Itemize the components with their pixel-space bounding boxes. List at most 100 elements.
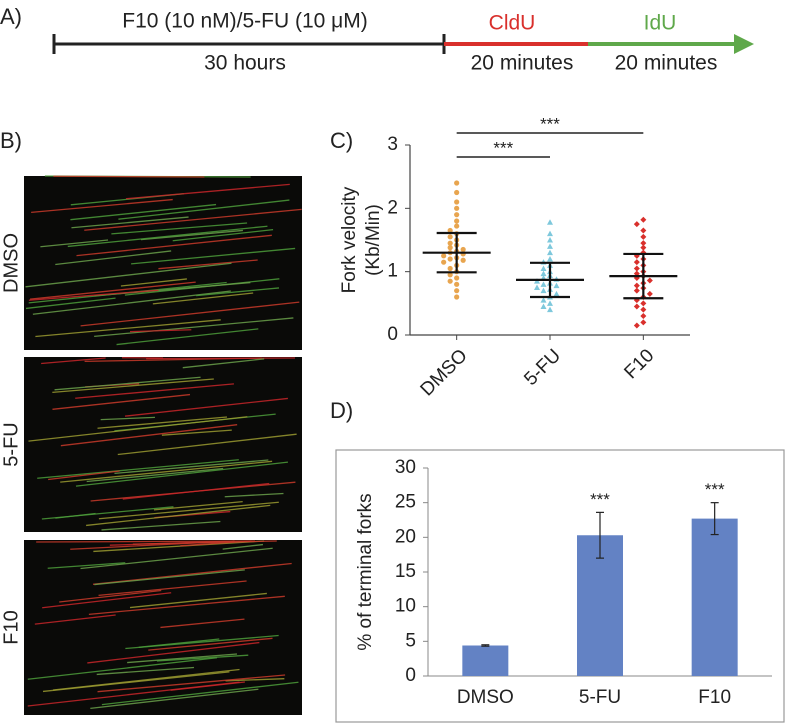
data-point (454, 281, 460, 287)
fiber (196, 287, 280, 297)
x-tick-label: F10 (698, 687, 731, 708)
data-point (447, 240, 453, 246)
chart-frame (335, 449, 785, 723)
data-point (633, 303, 640, 310)
fiber (80, 301, 300, 327)
data-point (454, 288, 460, 294)
fiber (152, 292, 254, 305)
fiber (52, 378, 214, 394)
data-point (640, 240, 647, 247)
y-tick-label: 2 (387, 197, 398, 218)
x-tick-label: 5-FU (520, 345, 565, 390)
fiber (98, 501, 279, 520)
fiber (156, 654, 249, 662)
duration-label: 20 minutes (471, 52, 574, 75)
image-label: 5-FU (0, 422, 22, 466)
data-point (640, 306, 647, 313)
data-point (460, 257, 466, 263)
data-point (633, 259, 640, 266)
idu-label: IdU (644, 12, 677, 35)
x-tick-label: F10 (620, 345, 658, 383)
fiber (55, 250, 172, 266)
data-point (454, 275, 460, 281)
fiber (161, 429, 232, 436)
fiber (48, 470, 120, 481)
fiber (132, 540, 277, 545)
y-tick-label: 0 (405, 665, 416, 686)
fiber (120, 278, 187, 287)
x-tick-label: 5-FU (579, 687, 621, 708)
data-point (633, 322, 640, 329)
fiber (29, 281, 196, 300)
fiber (94, 569, 245, 586)
fiber (47, 562, 126, 569)
data-point (454, 180, 460, 186)
significance-label: *** (540, 114, 560, 133)
y-tick-label: 3 (387, 134, 398, 155)
data-point (534, 284, 540, 290)
data-point (547, 237, 553, 243)
fiber (27, 681, 240, 707)
data-point (441, 259, 447, 265)
fiber (140, 229, 243, 241)
data-point (447, 272, 453, 278)
fiber (129, 592, 267, 609)
fiber (111, 222, 248, 235)
fiber (153, 500, 243, 511)
x-tick-label: DMSO (457, 687, 514, 708)
fiber (55, 512, 96, 519)
cldu-label: CldU (489, 12, 536, 35)
data-point (640, 300, 647, 307)
fiber (42, 671, 230, 693)
data-point (640, 227, 647, 234)
data-point (447, 256, 453, 262)
data-point (454, 205, 460, 211)
fiber (34, 614, 116, 625)
fiber (172, 228, 274, 242)
y-tick-label: 5 (405, 630, 416, 651)
y-tick-label: 25 (395, 492, 416, 513)
y-tick-label: 10 (395, 596, 416, 617)
data-point (553, 290, 560, 297)
fiber (124, 397, 288, 417)
data-point (553, 282, 560, 289)
fiber (158, 259, 258, 270)
fiber (148, 637, 273, 651)
data-point (447, 278, 453, 284)
data-point (447, 245, 453, 251)
fiber (60, 424, 238, 447)
data-point (633, 282, 640, 289)
fiber (71, 216, 189, 229)
fiber (125, 183, 290, 200)
fiber (76, 234, 272, 257)
fiber (35, 319, 221, 338)
fiber (97, 416, 228, 429)
data-point (454, 223, 460, 229)
data-point (640, 313, 647, 319)
y-axis-label: Fork velocity (339, 186, 360, 293)
data-point (633, 221, 640, 228)
y-axis-label: % of terminal forks (355, 493, 376, 650)
data-point (640, 216, 647, 223)
fiber (182, 358, 265, 369)
fiber (225, 678, 285, 682)
fiber (86, 504, 271, 527)
fiber (116, 328, 259, 346)
data-point (447, 227, 453, 234)
significance-label: *** (590, 490, 610, 509)
fiber (131, 247, 296, 265)
y-tick-label: 0 (387, 324, 398, 345)
fiber (94, 317, 294, 338)
fiber (160, 618, 245, 629)
fiber (222, 543, 264, 550)
image-label: DMSO (0, 233, 22, 293)
data-point (547, 256, 553, 262)
data-point (640, 319, 647, 326)
fiber (70, 203, 217, 221)
fiber (146, 357, 295, 360)
data-point (454, 212, 460, 218)
fiber (80, 547, 273, 570)
fiber (93, 540, 265, 553)
significance-label: *** (705, 480, 725, 499)
